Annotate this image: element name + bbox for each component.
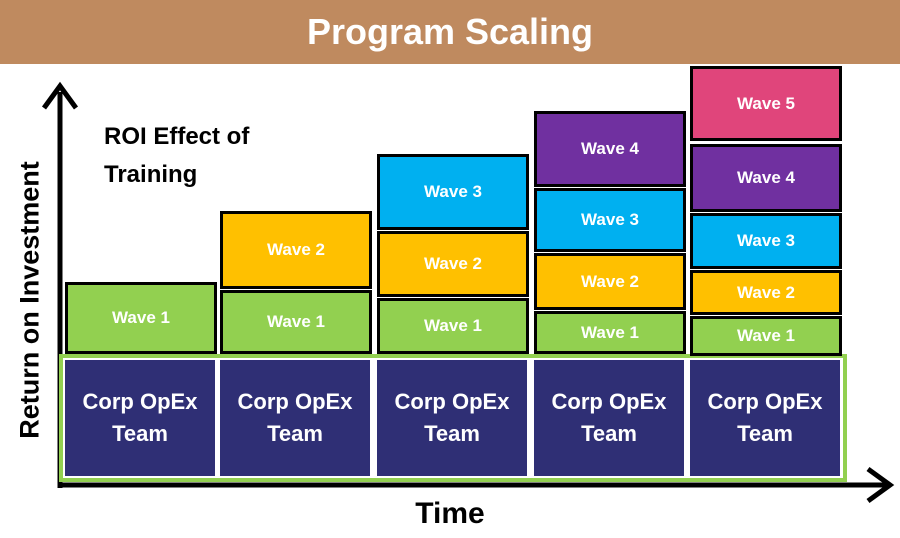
wave-box: Wave 1 [377, 298, 529, 354]
annotation: ROI Effect of Training [104, 123, 250, 188]
wave-box: Wave 3 [534, 188, 686, 252]
wave-box: Wave 2 [220, 211, 372, 289]
base-box: Corp OpEx Team [65, 360, 215, 476]
y-axis-label: Return on Investment [14, 161, 45, 439]
wave-box: Wave 4 [690, 144, 842, 212]
wave-box: Wave 3 [690, 213, 842, 269]
base-box: Corp OpEx Team [377, 360, 527, 476]
base-box: Corp OpEx Team [220, 360, 370, 476]
wave-box: Wave 3 [377, 154, 529, 230]
wave-box: Wave 5 [690, 66, 842, 141]
wave-box: Wave 2 [534, 253, 686, 310]
wave-box: Wave 4 [534, 111, 686, 187]
x-arrow [866, 466, 895, 504]
base-box: Corp OpEx Team [534, 360, 684, 476]
wave-box: Wave 2 [690, 270, 842, 315]
y-arrow [41, 81, 79, 110]
base-box: Corp OpEx Team [690, 360, 840, 476]
wave-box: Wave 2 [377, 231, 529, 297]
x-axis-label: Time [415, 497, 485, 530]
wave-box: Wave 1 [690, 316, 842, 356]
wave-box: Wave 1 [534, 311, 686, 354]
wave-box: Wave 1 [65, 282, 217, 354]
title: Program Scaling [0, 0, 900, 64]
base-frame [59, 354, 847, 482]
wave-box: Wave 1 [220, 290, 372, 354]
